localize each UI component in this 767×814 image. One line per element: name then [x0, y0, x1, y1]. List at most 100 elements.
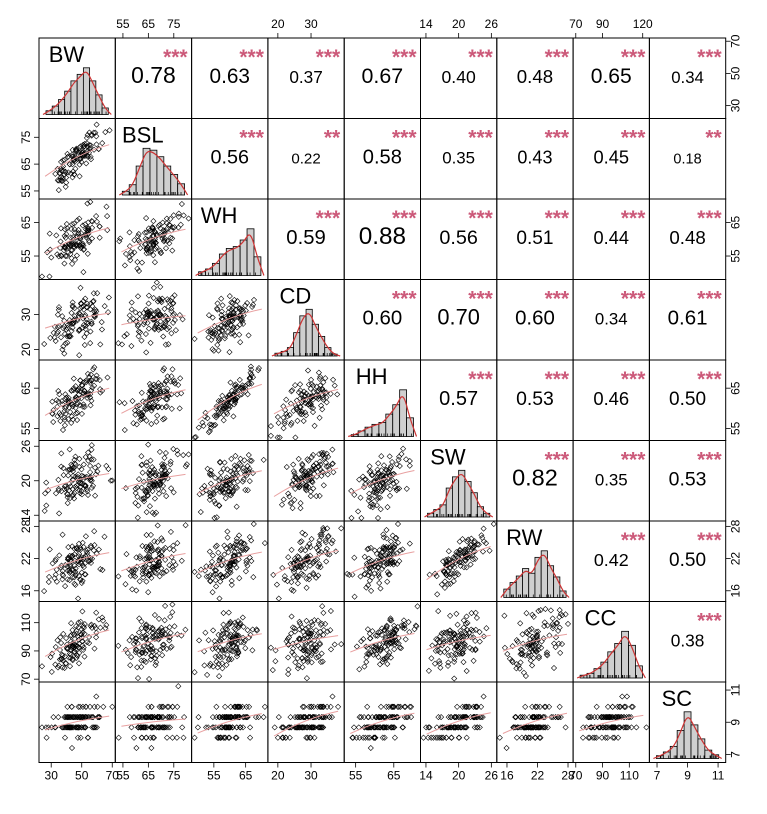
scatter-point — [293, 639, 300, 646]
scatter-point — [148, 703, 155, 710]
scatter-point — [287, 421, 294, 428]
scatter-point — [464, 619, 471, 627]
scatter-point — [134, 293, 142, 300]
scatter-point — [530, 714, 538, 721]
scatter-point — [54, 413, 61, 420]
scatter-point — [311, 734, 318, 741]
correlation-value: 0.35 — [595, 471, 628, 490]
scatter-point — [308, 478, 315, 485]
scatter-point — [93, 213, 100, 220]
scatter-point — [205, 637, 212, 644]
scatter-point — [80, 564, 87, 571]
scatter-point — [430, 734, 437, 741]
scatter-point — [537, 734, 544, 741]
scatter-point — [537, 607, 544, 614]
scatter-point — [204, 415, 211, 422]
scatter-point — [361, 663, 368, 670]
x-tick-label: 90 — [596, 769, 610, 783]
significance-stars: *** — [468, 127, 493, 150]
scatter-point — [358, 638, 365, 645]
scatter-point — [225, 549, 232, 556]
scatter-point — [338, 525, 345, 532]
scatter-point — [192, 434, 199, 441]
scatter-point — [178, 200, 185, 208]
scatter-point — [564, 620, 572, 627]
scatter-point — [148, 703, 155, 710]
scatter-point — [174, 703, 181, 710]
scatter-point — [167, 297, 174, 305]
scatter-point — [140, 724, 147, 731]
smooth-line — [121, 473, 186, 490]
scatter-point — [316, 414, 323, 421]
scatter-point — [52, 337, 59, 345]
scatter-point — [307, 473, 314, 480]
right-tick-label: 55 — [729, 421, 743, 435]
scatter-point — [159, 482, 167, 489]
scatter-point — [161, 415, 168, 422]
correlation-value: 0.48 — [669, 227, 705, 248]
y-tick-label: 110 — [19, 613, 33, 632]
scatter-point — [75, 226, 82, 233]
scatter-point — [460, 724, 467, 731]
scatter-point — [360, 714, 368, 721]
scatter-point — [384, 569, 391, 576]
scatter-point — [128, 299, 135, 306]
scatter-point — [95, 462, 102, 469]
scatter-point — [173, 734, 180, 741]
scatter-point — [103, 203, 110, 210]
scatter-point — [222, 321, 229, 328]
scatter-point — [68, 413, 75, 420]
scatter-point — [314, 703, 321, 710]
scatter-point — [56, 552, 63, 559]
scatter-point — [217, 409, 224, 416]
scatter-point — [142, 658, 149, 666]
scatter-point — [403, 714, 410, 721]
scatter-point — [298, 570, 305, 577]
smooth-line — [197, 383, 262, 421]
scatter-point — [178, 390, 185, 397]
scatter-point — [146, 554, 153, 561]
scatter-point — [210, 347, 217, 354]
scatter-point — [292, 659, 299, 666]
scatter-point — [55, 398, 62, 405]
scatter-point — [395, 703, 402, 710]
scatter-point — [78, 487, 85, 495]
scatter-point — [218, 724, 225, 731]
scatter-point — [83, 316, 90, 323]
scatter-point — [316, 561, 323, 568]
scatter-point — [156, 295, 163, 302]
scatter-point — [201, 648, 208, 655]
scatter-point — [467, 633, 474, 641]
scatter-point — [335, 703, 342, 710]
scatter-point — [246, 478, 253, 485]
scatter-point — [281, 576, 288, 583]
scatter-point — [291, 625, 298, 632]
scatter-point — [97, 341, 104, 348]
scatter-point — [236, 703, 243, 710]
scatter-point — [161, 464, 168, 471]
scatter-point — [455, 571, 462, 578]
scatter-point — [299, 398, 306, 405]
scatter-point — [212, 577, 219, 584]
scatter-point — [226, 640, 233, 648]
scatter-point — [443, 734, 450, 741]
scatter-point — [233, 484, 240, 491]
density-curve — [653, 717, 722, 760]
scatter-point — [316, 550, 323, 557]
scatter-point — [228, 656, 235, 663]
scatter-point — [94, 468, 101, 475]
scatter-point — [93, 121, 100, 128]
scatter-point — [285, 641, 292, 648]
scatter-point — [319, 658, 326, 665]
smooth-line — [197, 551, 262, 574]
scatter-point — [218, 561, 226, 569]
scatter-point — [317, 564, 324, 571]
scatter-point — [393, 627, 400, 634]
scatter-point — [461, 641, 468, 648]
scatter-point — [88, 624, 96, 631]
scatter-point — [133, 421, 140, 428]
scatter-point — [229, 724, 236, 731]
scatter-point — [586, 714, 593, 721]
scatter-point — [227, 631, 234, 638]
scatter-point — [151, 611, 158, 619]
